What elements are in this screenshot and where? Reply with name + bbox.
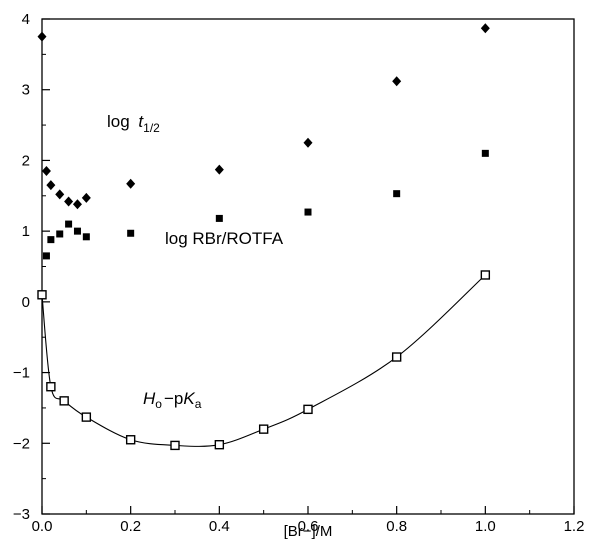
diamond-point <box>64 196 74 207</box>
annotation-h-var: H <box>143 389 156 408</box>
x-tick-label: 0.8 <box>386 518 407 535</box>
open-square-point <box>81 412 92 422</box>
diamond-point <box>55 189 65 200</box>
diamond-point <box>81 192 91 203</box>
diamond-point <box>72 199 82 210</box>
y-tick-label: −3 <box>13 506 30 523</box>
y-tick-label: 1 <box>22 223 30 240</box>
y-tick-label: 4 <box>22 11 30 28</box>
open-square-point <box>46 382 56 392</box>
filled-square-point <box>215 214 223 222</box>
data-markers <box>37 23 491 451</box>
x-tick-label: 0.2 <box>120 518 141 535</box>
open-square-point <box>170 440 180 451</box>
filled-square-point <box>56 230 64 238</box>
annotation-log-t-half: log t1/2 <box>107 112 160 135</box>
axis-ticks <box>41 18 575 515</box>
filled-square-point <box>304 208 312 216</box>
y-tick-label: −1 <box>13 365 30 382</box>
open-square-point <box>214 440 225 450</box>
filled-square-point <box>73 227 81 235</box>
diamond-point <box>214 164 224 175</box>
annotation-acidity: Ho −pKa <box>143 389 202 411</box>
diamond-point <box>392 76 402 87</box>
filled-square-point <box>393 190 401 198</box>
x-tick-label: 1.2 <box>564 518 585 535</box>
filled-square-point <box>65 220 73 228</box>
y-tick-label: 2 <box>22 152 30 169</box>
y-tick-label: −2 <box>13 435 30 452</box>
x-tick-label: 0.0 <box>32 518 53 535</box>
open-square-point <box>480 270 491 280</box>
diamond-point <box>37 31 47 42</box>
filled-square-point <box>481 149 489 157</box>
open-square-point <box>303 404 313 415</box>
x-tick-label: 1.0 <box>475 518 496 535</box>
filled-square-point <box>127 229 135 237</box>
filled-square-point <box>42 252 50 260</box>
axis-tick-labels: 0.0 0.2 0.4 0.6 0.8 1.0 1.2 −3 −2 −1 0 1 2 3 4 <box>13 11 585 535</box>
open-square-point <box>37 290 47 300</box>
annotation-k-var: K <box>183 389 195 408</box>
annotation-t-subscript: 1/2 <box>143 121 160 135</box>
open-square-point <box>59 396 69 406</box>
annotation-log-ratio: log RBr/ROTFA <box>165 229 284 248</box>
fit-curve <box>41 274 486 447</box>
filled-square-point <box>47 236 55 244</box>
diamond-point <box>480 23 490 34</box>
diamond-point <box>41 166 51 177</box>
diamond-point <box>126 178 136 189</box>
x-tick-label: 0.4 <box>209 518 230 535</box>
annotation-minus-p: −p <box>164 389 183 408</box>
y-tick-label: 0 <box>22 294 30 311</box>
annotation-k-subscript: a <box>195 397 202 411</box>
y-tick-label: 3 <box>22 82 30 99</box>
x-tick-label: 0.6 <box>298 518 319 535</box>
annotation-log-t-half-prefix: log <box>107 112 134 131</box>
open-square-point <box>125 435 136 445</box>
diamond-point <box>303 137 313 148</box>
open-square-point <box>258 424 269 434</box>
open-square-point <box>391 352 402 362</box>
filled-square-point <box>82 233 90 241</box>
x-axis-title: [Br−]/M <box>284 523 333 540</box>
annotation-h-subscript: o <box>155 397 162 411</box>
diamond-point <box>46 180 56 191</box>
annotation-t-var: t <box>138 112 144 131</box>
plot-frame <box>41 18 575 515</box>
